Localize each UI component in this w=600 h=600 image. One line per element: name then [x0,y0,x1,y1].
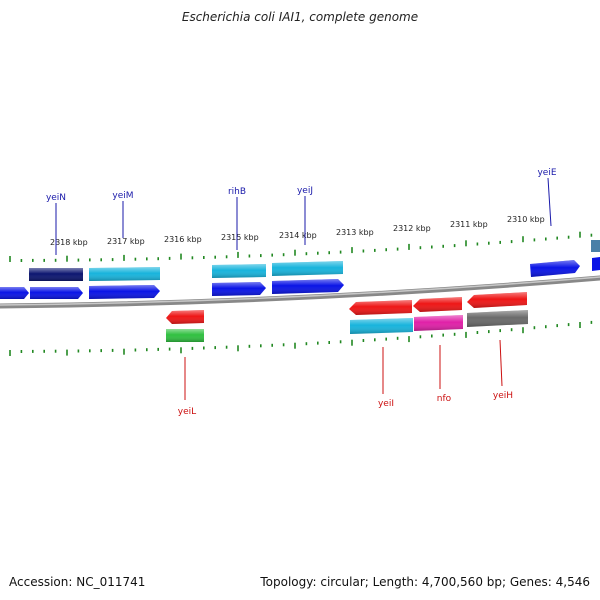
gene-arrow-yeiM[interactable] [89,285,160,299]
gene-label-yeiE[interactable]: yeiE [537,168,556,178]
genome-summary-text: Topology: circular; Length: 4,700,560 bp… [260,575,590,589]
forward-strand-genes [0,240,600,299]
feature-block-steel[interactable] [591,240,600,252]
label-leaders [55,177,552,400]
gene-labels-top: yeiN yeiM rihB yeiJ yeiE [46,168,557,203]
gene-arrow-yeiN[interactable] [30,287,83,299]
gene-label-yeiN[interactable]: yeiN [46,193,66,203]
feature-block-cyan-2[interactable] [212,264,266,278]
feature-block-green[interactable] [166,329,204,342]
tick-label: 2311 kbp [450,220,488,229]
gene-label-yeiM[interactable]: yeiM [112,191,133,201]
tick-label: 2312 kbp [393,224,431,233]
feature-block-cyan-1[interactable] [89,267,160,281]
gene-arrow-left-edge[interactable] [0,287,29,299]
tick-label: 2314 kbp [279,231,317,240]
tick-label: 2318 kbp [50,238,88,247]
tick-label: 2316 kbp [164,235,202,244]
gene-label-nfo[interactable]: nfo [437,394,452,404]
tick-label: 2310 kbp [507,215,545,224]
gene-arrow-yeiI[interactable] [349,300,412,315]
gene-arrow-rihB[interactable] [212,282,266,296]
gene-arrow-yeiE[interactable] [530,260,580,277]
tick-label: 2315 kbp [221,233,259,242]
map-title: Escherichia coli IAI1, complete genome [181,10,419,24]
gene-arrow-nfo[interactable] [413,297,462,312]
gene-label-yeiH[interactable]: yeiH [493,391,513,401]
tick-labels: 2318 kbp 2317 kbp 2316 kbp 2315 kbp 2314… [50,215,545,247]
feature-block-cyan-3[interactable] [272,261,343,276]
outer-tick-ruler [9,231,593,262]
reverse-strand-genes [166,292,528,342]
feature-block-cyan-4[interactable] [350,318,413,334]
gene-arrow-yeiJ[interactable] [272,279,344,294]
gene-label-yeiJ[interactable]: yeiJ [297,186,313,196]
gene-arrow-yeiL[interactable] [166,310,204,324]
tick-label: 2317 kbp [107,237,145,246]
tick-label: 2313 kbp [336,228,374,237]
accession-text: Accession: NC_011741 [9,575,146,589]
gene-arrow-yeiH[interactable] [467,292,527,308]
gene-label-yeiI[interactable]: yeiI [378,399,394,409]
feature-block-magenta[interactable] [414,315,463,331]
feature-block-gray[interactable] [467,310,528,327]
genome-backbone [0,275,600,309]
gene-labels-bottom: yeiL yeiI nfo yeiH [178,391,513,417]
inner-tick-ruler [9,320,593,356]
gene-label-yeiL[interactable]: yeiL [178,407,196,417]
gene-arrow-right-edge[interactable] [592,257,600,271]
feature-block-navy[interactable] [29,268,83,281]
gene-label-rihB[interactable]: rihB [228,187,246,197]
